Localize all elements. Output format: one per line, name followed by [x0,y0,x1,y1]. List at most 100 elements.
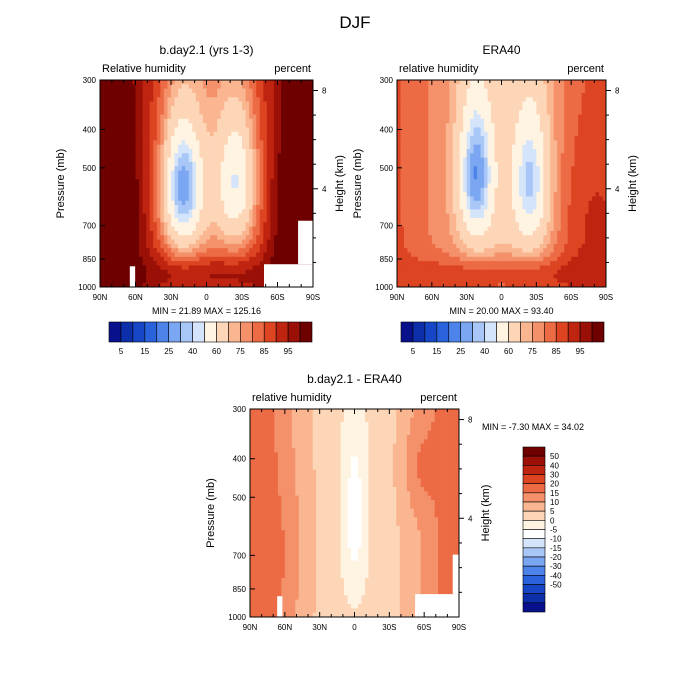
contour-cell [557,140,562,146]
contour-cell [494,166,499,171]
contour-cell [473,213,478,219]
contour-cell [167,205,172,210]
contour-cell [456,80,461,85]
contour-cell [291,123,296,128]
contour-cell [532,161,537,167]
contour-cell [217,110,222,115]
x-tick-label: 90N [93,293,108,302]
contour-cell [585,157,589,163]
contour-cell [107,118,111,124]
contour-cell [100,92,104,98]
contour-cell [281,243,285,249]
contour-cell [442,118,447,124]
contour-cell [142,105,147,111]
contour-cell [564,187,569,193]
contour-cell [459,170,464,176]
contour-cell [128,127,133,133]
contour-cell [142,149,147,154]
contour-cell [564,183,569,189]
contour-cell [599,127,603,133]
contour-cell [277,183,282,189]
contour-cell [431,153,436,158]
contour-cell [480,218,485,223]
contour-cell [206,140,211,146]
contour-cell [546,88,551,94]
contour-cell [305,161,310,167]
contour-cell [592,174,596,180]
contour-cell [171,179,175,184]
contour-cell [263,239,268,245]
contour-cell [149,261,154,266]
contour-cell [238,222,243,227]
contour-cell [110,248,115,253]
contour-cell [121,110,126,115]
contour-cell [525,92,530,98]
contour-cell [414,140,419,146]
contour-cell [202,110,207,115]
contour-cell [135,80,140,85]
contour-cell [498,170,502,176]
contour-cell [128,84,133,89]
contour-cell [103,248,108,253]
contour-cell [518,105,523,111]
contour-cell [142,205,147,210]
contour-cell [581,161,586,167]
contour-cell [428,192,433,197]
contour-cell [550,80,555,85]
contour-cell [163,261,168,266]
contour-cell [277,243,282,249]
contour-cell [410,187,415,193]
contour-cell [504,179,509,184]
contour-cell [424,187,429,193]
contour-cell [581,110,586,115]
contour-cell [110,274,115,279]
contour-cell [178,196,182,202]
contour-cell [199,213,204,219]
contour-cell [291,161,296,167]
contour-cell [227,166,232,171]
contour-cell [456,101,461,107]
contour-cell [117,261,122,266]
contour-cell [424,205,429,210]
contour-cell [213,118,218,124]
contour-cell [167,97,172,102]
contour-cell [595,140,600,146]
contour-cell [445,183,450,189]
contour-cell [417,101,422,107]
contour-cell [245,127,250,133]
contour-cell [501,161,506,167]
contour-cell [284,153,289,158]
contour-cell [185,88,190,94]
contour-cell [532,196,537,202]
contour-cell [259,144,264,150]
contour-cell [518,218,523,223]
contour-cell [560,131,565,137]
contour-cell [585,149,589,154]
contour-cell [256,114,261,120]
contour-cell [536,170,541,176]
contour-cell [578,218,582,223]
contour-cell [185,269,190,275]
contour-cell [281,248,285,253]
contour-cell [284,144,289,150]
contour-cell [400,144,405,150]
contour-cell [245,200,250,206]
contour-cell [291,118,296,124]
contour-cell [508,127,513,133]
contour-cell [574,110,579,115]
contour-cell [149,127,154,133]
contour-cell [410,196,415,202]
contour-cell [195,174,200,180]
contour-cell [470,97,474,102]
contour-cell [213,114,218,120]
contour-cell [592,105,596,111]
contour-cell [431,209,436,215]
contour-cell [210,265,214,271]
contour-cell [135,140,140,146]
contour-cell [284,131,289,137]
contour-cell [553,157,558,163]
contour-cell [249,101,253,107]
contour-cell [599,213,603,219]
contour-cell [532,153,537,158]
contour-cell [403,170,408,176]
